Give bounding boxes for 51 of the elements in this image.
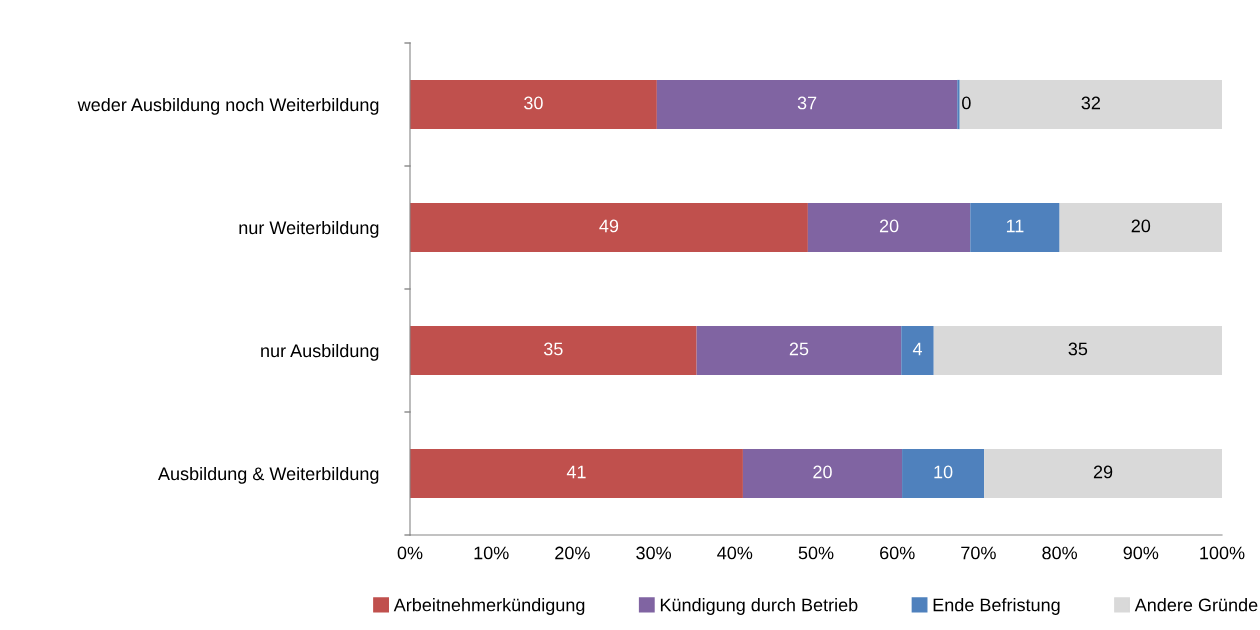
x-tick-label: 0%: [397, 546, 423, 560]
data-label: 4: [912, 342, 922, 356]
x-tick-label: 10%: [474, 546, 509, 560]
x-tick-label: 20%: [555, 546, 590, 560]
data-label: 49: [599, 219, 619, 233]
x-tick-label: 50%: [798, 546, 834, 560]
legend-label: Andere Gründe: [1134, 598, 1258, 612]
data-label: 32: [1081, 96, 1100, 110]
data-label: 10: [934, 465, 953, 479]
data-label: 20: [813, 465, 832, 479]
x-tick-label: 60%: [880, 546, 915, 560]
bar: [742, 448, 903, 499]
x-tick-label: 40%: [717, 546, 753, 560]
data-label: 11: [1006, 219, 1024, 233]
data-label: 29: [1093, 465, 1113, 479]
x-tick-label: 70%: [961, 546, 996, 560]
bar: [901, 325, 934, 376]
bar: [410, 202, 808, 253]
x-tick-label: 30%: [636, 546, 672, 560]
bar: [410, 448, 743, 499]
legend-label: Arbeitnehmerkündigung: [393, 598, 585, 615]
bar: [957, 79, 960, 130]
bar: [984, 448, 1222, 499]
bar: [807, 202, 971, 253]
data-label: 0: [962, 96, 971, 110]
bar: [656, 79, 958, 130]
data-label: 35: [1068, 342, 1088, 356]
bar: [902, 448, 985, 499]
bar: [1059, 202, 1222, 253]
data-label: 25: [789, 342, 809, 356]
data-label: 35: [543, 342, 563, 356]
bar: [410, 325, 697, 376]
y-tick-label: weder Ausbildung noch Weiterbildung: [77, 97, 379, 115]
x-tick-label: 100%: [1200, 546, 1245, 560]
legend-label: Ende Befristung: [933, 598, 1060, 615]
bar: [696, 325, 902, 376]
data-label: 37: [797, 96, 817, 110]
bar: [410, 79, 657, 130]
bar: [933, 325, 1222, 376]
bar: [959, 79, 1222, 130]
data-label: 20: [1131, 219, 1151, 233]
data-label: 20: [879, 219, 899, 233]
y-tick-label: Ausbildung & Weiterbildung: [157, 466, 379, 484]
y-tick-label: nur Ausbildung: [261, 343, 379, 361]
x-tick-label: 90%: [1123, 546, 1159, 560]
bar: [970, 202, 1060, 253]
data-label: 30: [524, 96, 543, 110]
legend-label: Kündigung durch Betrieb: [660, 598, 858, 615]
y-tick-label: nur Weiterbildung: [239, 220, 379, 238]
x-tick-label: 80%: [1042, 546, 1078, 560]
data-label: 41: [566, 465, 586, 479]
